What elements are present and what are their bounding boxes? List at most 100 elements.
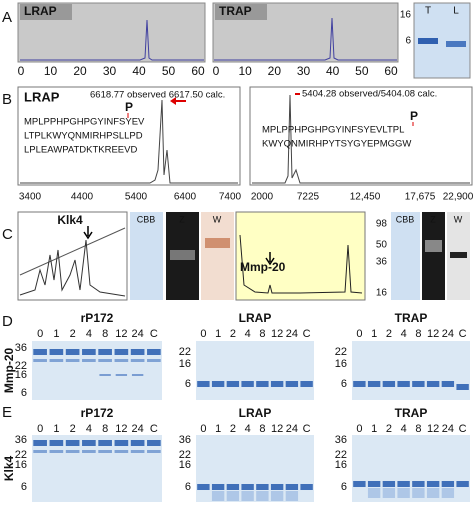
gel-title: rP172 xyxy=(81,311,114,325)
band xyxy=(450,252,467,258)
chromatogram-frame xyxy=(212,2,399,63)
smear xyxy=(226,491,240,501)
band xyxy=(82,440,96,446)
lane-label: 0 xyxy=(200,328,206,340)
band xyxy=(211,381,225,387)
gel-label: W xyxy=(454,214,463,224)
lane-label: 24 xyxy=(286,423,298,435)
band xyxy=(226,484,240,490)
x-tick-label: 2000 xyxy=(251,192,274,203)
band xyxy=(33,450,47,453)
band xyxy=(65,359,80,362)
smear xyxy=(285,491,299,501)
marker-label: 16 xyxy=(15,459,27,471)
lane-label: C xyxy=(459,328,467,340)
marker-label: 6 xyxy=(185,481,191,493)
band xyxy=(211,484,225,490)
lane-label: 0 xyxy=(37,328,43,340)
gel xyxy=(32,435,162,502)
sequence-line: KWYQNMIRHPYTSYGYEPMGGW xyxy=(262,139,411,150)
band xyxy=(131,374,144,376)
marker-label: 36 xyxy=(179,434,191,446)
band xyxy=(33,349,47,355)
band xyxy=(49,450,64,453)
band xyxy=(285,381,299,387)
marker-label: 16 xyxy=(15,369,27,381)
gel-label: W xyxy=(213,214,222,224)
band xyxy=(197,484,210,490)
annotation: 5404.28 observed/5404.08 calc. xyxy=(302,89,437,100)
lane-label: 0 xyxy=(356,423,362,435)
marker-label: 16 xyxy=(179,358,191,370)
band xyxy=(147,349,161,355)
smear xyxy=(241,491,254,501)
band xyxy=(65,440,80,446)
marker-label: 50 xyxy=(376,240,388,251)
gel xyxy=(391,212,420,300)
band xyxy=(98,450,112,453)
x-tick-label: 0 xyxy=(213,64,220,78)
marker-label: 16 xyxy=(335,459,347,471)
x-tick-label: 0 xyxy=(18,64,25,78)
band xyxy=(441,381,455,387)
lane-label: 12 xyxy=(427,328,439,340)
lane-label: 1 xyxy=(215,328,221,340)
marker: P xyxy=(125,100,133,114)
band xyxy=(300,484,313,490)
x-tick-label: 50 xyxy=(162,64,176,78)
smear xyxy=(270,491,284,501)
lane-label: 24 xyxy=(442,328,454,340)
marker-label: 6 xyxy=(185,378,191,390)
lane-label: 8 xyxy=(415,423,421,435)
lane-label: 8 xyxy=(259,328,265,340)
band xyxy=(82,349,96,355)
spectrum-title: LRAP xyxy=(24,89,60,104)
band xyxy=(256,381,269,387)
chromatogram-title: TRAP xyxy=(219,4,252,18)
marker-label: 22 xyxy=(15,360,27,372)
band xyxy=(256,484,269,490)
trace xyxy=(20,19,204,61)
band xyxy=(412,381,425,387)
chromatogram-frame xyxy=(235,211,366,301)
band xyxy=(418,38,438,44)
band xyxy=(425,240,442,252)
band xyxy=(226,381,240,387)
gel-title: LRAP xyxy=(239,311,272,325)
band xyxy=(382,381,396,387)
baseline xyxy=(19,227,126,276)
band xyxy=(241,381,254,387)
lane-label: 0 xyxy=(356,328,362,340)
lane-label: 4 xyxy=(245,423,251,435)
band xyxy=(99,374,111,376)
band xyxy=(197,381,210,387)
lane-label: 8 xyxy=(102,423,108,435)
band xyxy=(33,440,47,446)
marker-label: 16 xyxy=(376,288,388,299)
lane-label: 0 xyxy=(200,423,206,435)
lane-label: 24 xyxy=(132,423,144,435)
title-box xyxy=(20,4,72,20)
gel-title: TRAP xyxy=(395,406,428,420)
panel-letter: B xyxy=(2,91,12,108)
band xyxy=(114,359,129,362)
marker-label: 22 xyxy=(179,449,191,461)
band xyxy=(426,381,440,387)
lane-label: C xyxy=(303,328,311,340)
band xyxy=(114,450,129,453)
enzyme-label: Mmp-20 xyxy=(2,348,16,394)
band xyxy=(426,481,440,487)
smear xyxy=(426,488,440,498)
marker-label: 36 xyxy=(15,434,27,446)
band xyxy=(353,381,366,387)
gel-title: TRAP xyxy=(395,311,428,325)
band xyxy=(130,440,145,446)
gel xyxy=(196,341,314,400)
gel-label: Z xyxy=(179,214,185,224)
lane-label: 12 xyxy=(115,328,127,340)
lane-label: 0 xyxy=(37,423,43,435)
band xyxy=(114,440,129,446)
band xyxy=(397,381,410,387)
band xyxy=(170,250,195,260)
band xyxy=(456,481,469,487)
